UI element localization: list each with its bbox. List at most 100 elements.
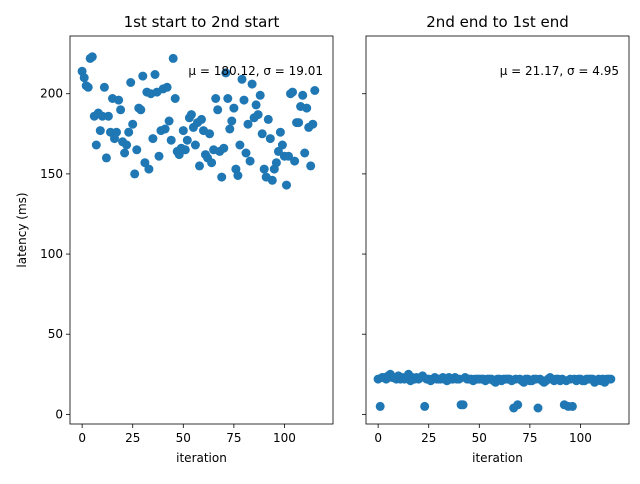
data-point bbox=[290, 156, 300, 166]
y-tick-label: 50 bbox=[48, 327, 63, 341]
data-point bbox=[148, 134, 158, 144]
y-tick-label: 100 bbox=[40, 247, 63, 261]
data-point bbox=[136, 105, 146, 115]
data-point bbox=[237, 74, 247, 84]
data-point bbox=[211, 94, 221, 103]
data-point bbox=[221, 68, 231, 78]
data-point bbox=[144, 164, 154, 174]
data-point bbox=[195, 161, 204, 171]
x-tick-label: 25 bbox=[125, 431, 140, 445]
data-point bbox=[112, 127, 121, 137]
data-point bbox=[114, 95, 124, 105]
x-tick-label: 100 bbox=[569, 431, 592, 445]
scatter-series bbox=[77, 52, 320, 190]
chart-title: 1st start to 2nd start bbox=[124, 13, 280, 31]
data-point bbox=[267, 175, 277, 185]
x-axis-label: iteration bbox=[176, 451, 227, 465]
axes-frame bbox=[69, 35, 334, 425]
data-point bbox=[138, 71, 148, 81]
data-point bbox=[120, 148, 130, 158]
stats-annotation: μ = 180.12, σ = 19.01 bbox=[188, 64, 323, 78]
data-point bbox=[182, 135, 192, 145]
panel-2: 0 25 50 75 100 2nd end to 1st end iteration μ =… bbox=[362, 13, 630, 465]
data-point bbox=[229, 103, 239, 113]
data-point bbox=[306, 161, 316, 171]
data-point bbox=[122, 140, 132, 150]
data-point bbox=[99, 82, 109, 92]
data-point bbox=[79, 73, 89, 83]
data-point bbox=[300, 148, 310, 158]
data-point bbox=[253, 110, 263, 120]
data-point bbox=[263, 114, 273, 124]
data-point bbox=[284, 151, 293, 161]
data-point bbox=[275, 127, 285, 137]
data-point bbox=[186, 110, 196, 120]
scatter-series bbox=[373, 369, 616, 413]
data-point bbox=[87, 52, 97, 62]
data-point bbox=[227, 116, 237, 126]
data-point bbox=[160, 124, 170, 134]
data-point bbox=[180, 145, 190, 155]
data-point bbox=[247, 79, 257, 89]
data-point bbox=[190, 140, 200, 150]
x-tick-label: 75 bbox=[226, 431, 241, 445]
data-point bbox=[282, 180, 291, 190]
data-point bbox=[458, 400, 468, 410]
data-point bbox=[205, 129, 215, 139]
data-point bbox=[225, 124, 235, 134]
y-tick-label: 0 bbox=[55, 407, 63, 421]
data-point bbox=[257, 129, 267, 139]
data-point bbox=[213, 105, 223, 115]
data-point bbox=[302, 103, 312, 113]
data-point bbox=[277, 140, 287, 150]
x-tick-label: 25 bbox=[421, 431, 436, 445]
data-point bbox=[241, 148, 251, 158]
data-point bbox=[239, 95, 249, 105]
data-point bbox=[130, 169, 140, 179]
x-tick-label: 75 bbox=[522, 431, 537, 445]
data-point bbox=[168, 53, 178, 63]
data-point bbox=[255, 90, 265, 100]
data-point bbox=[606, 374, 616, 384]
data-point bbox=[567, 401, 577, 411]
data-point bbox=[126, 78, 136, 87]
data-point bbox=[375, 401, 385, 411]
data-point bbox=[217, 172, 227, 182]
panel-1: 0 25 50 75 100 0 50 100 150 200 1st start to 2nd s… bbox=[15, 13, 334, 465]
x-tick-label: 50 bbox=[176, 431, 191, 445]
data-point bbox=[245, 156, 255, 166]
data-point bbox=[273, 146, 283, 156]
data-point bbox=[243, 119, 253, 129]
data-point bbox=[103, 111, 113, 121]
data-point bbox=[124, 127, 134, 137]
data-point bbox=[116, 105, 126, 115]
data-point bbox=[164, 116, 174, 126]
data-point bbox=[150, 70, 160, 79]
data-point bbox=[294, 118, 304, 128]
data-point bbox=[235, 140, 245, 150]
data-point bbox=[265, 134, 275, 144]
data-point bbox=[233, 171, 243, 180]
data-point bbox=[154, 151, 164, 161]
data-point bbox=[197, 114, 206, 124]
data-point bbox=[178, 126, 188, 136]
data-point bbox=[91, 140, 101, 150]
data-point bbox=[83, 82, 93, 92]
data-point bbox=[162, 82, 172, 92]
data-point bbox=[288, 87, 297, 97]
data-point bbox=[298, 90, 308, 100]
y-axis-label: latency (ms) bbox=[15, 192, 29, 267]
data-point bbox=[207, 158, 217, 168]
x-tick-label: 50 bbox=[472, 431, 487, 445]
data-point bbox=[420, 401, 430, 411]
x-tick-label: 100 bbox=[273, 431, 296, 445]
x-tick-label: 0 bbox=[374, 431, 382, 445]
data-point bbox=[513, 400, 523, 410]
x-tick-label: 0 bbox=[78, 431, 86, 445]
data-point bbox=[251, 100, 261, 110]
axes-frame bbox=[365, 35, 630, 425]
data-point bbox=[140, 158, 150, 168]
stats-annotation: μ = 21.17, σ = 4.95 bbox=[500, 64, 619, 78]
data-point bbox=[166, 135, 176, 145]
